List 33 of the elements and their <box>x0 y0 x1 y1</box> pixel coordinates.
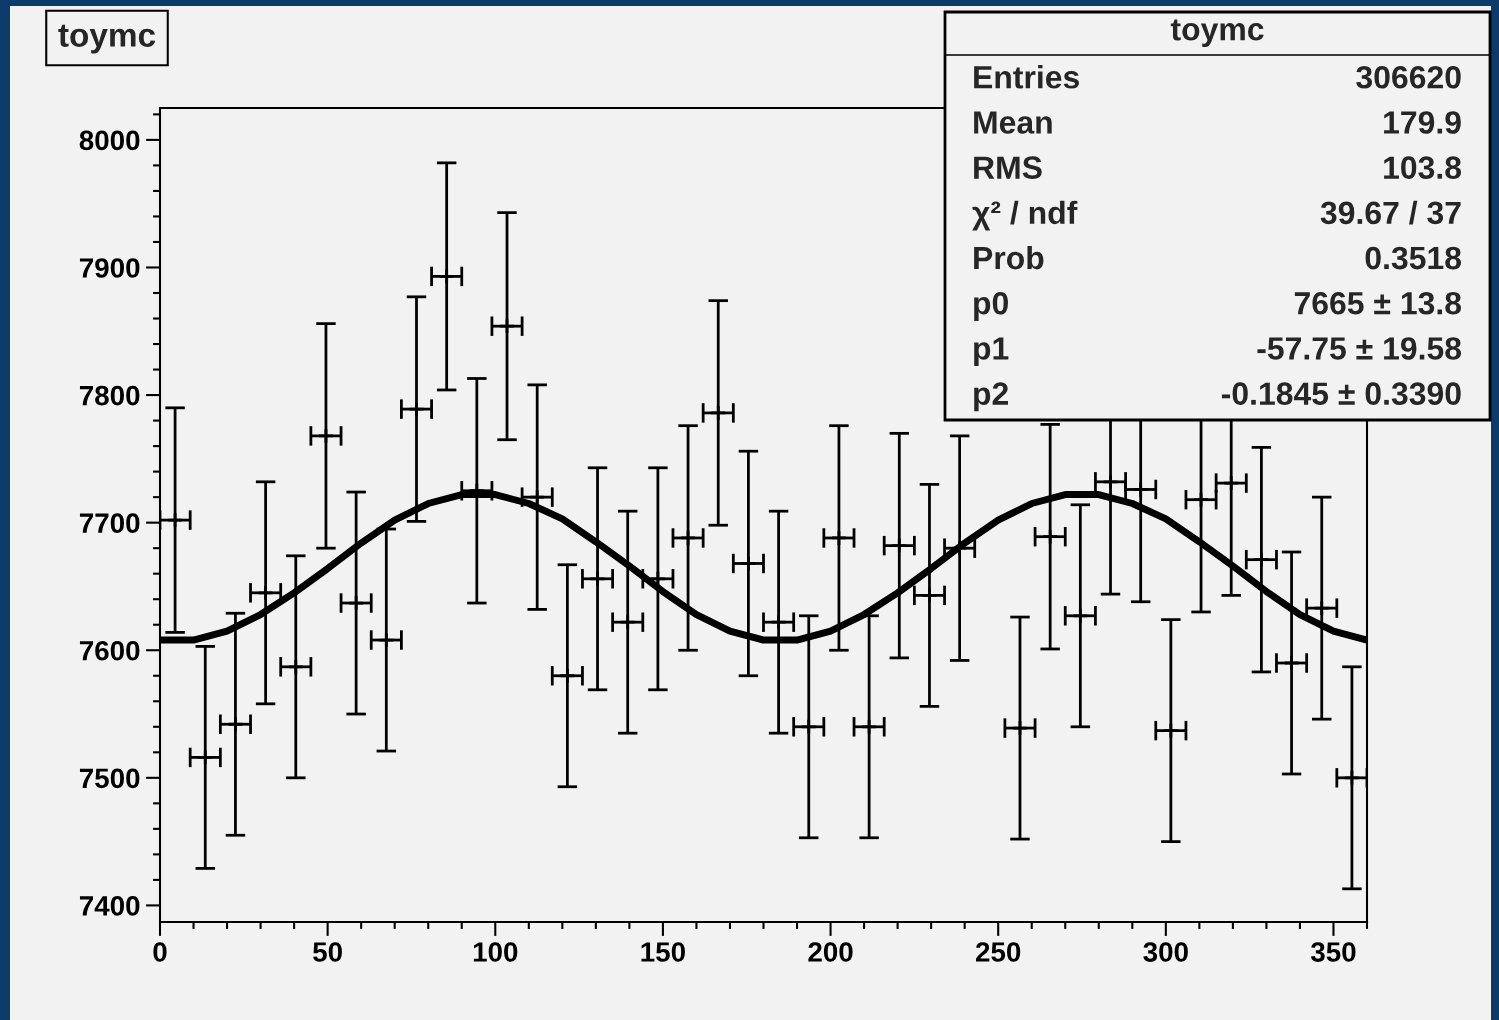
x-tick-label: 350 <box>1310 942 1356 962</box>
y-tick-label: 7600 <box>79 640 140 661</box>
annotation: p2 <box>974 382 1008 412</box>
chart-title: toymc <box>58 24 156 54</box>
x-tick-label: 200 <box>808 942 853 962</box>
annotation: p1 <box>974 337 1009 367</box>
annotation: χ² / ndf <box>972 200 1078 231</box>
y-tick-label: 7800 <box>79 385 140 406</box>
text: toymc <box>1170 19 1264 47</box>
annotation: 0.3518 <box>1365 246 1462 270</box>
x-tick-label: 100 <box>473 942 518 962</box>
annotation: 39.67 / 37 <box>1320 200 1461 225</box>
y-tick-label: 8000 <box>79 130 140 151</box>
y-tick-label: 7900 <box>79 258 140 278</box>
annotation: p0 <box>974 291 1008 321</box>
annotation: -0.1845 ± 0.3390 <box>1221 382 1461 406</box>
annotation: Mean <box>974 111 1052 134</box>
text: Entries <box>974 65 1079 89</box>
y-tick-label: 7500 <box>79 768 140 789</box>
text: 179.9 <box>1384 111 1461 134</box>
annotation: 7665 ± 13.8 <box>1294 291 1462 315</box>
annotation: -57.75 ± 19.58 <box>1257 337 1462 360</box>
x-tick-label: 50 <box>313 942 342 962</box>
text: 103.8 <box>1384 156 1462 180</box>
x-tick-label: 0 <box>153 942 167 962</box>
text: 306620 <box>1356 65 1461 89</box>
x-tick-label: 250 <box>975 942 1021 962</box>
y-tick-label: 7700 <box>79 513 140 533</box>
annotation: Prob <box>974 245 1044 270</box>
x-tick-label: 300 <box>1143 942 1188 962</box>
annotation: RMS <box>974 156 1042 179</box>
x-tick-label: 150 <box>641 942 685 962</box>
y-tick-label: 7400 <box>79 896 140 916</box>
